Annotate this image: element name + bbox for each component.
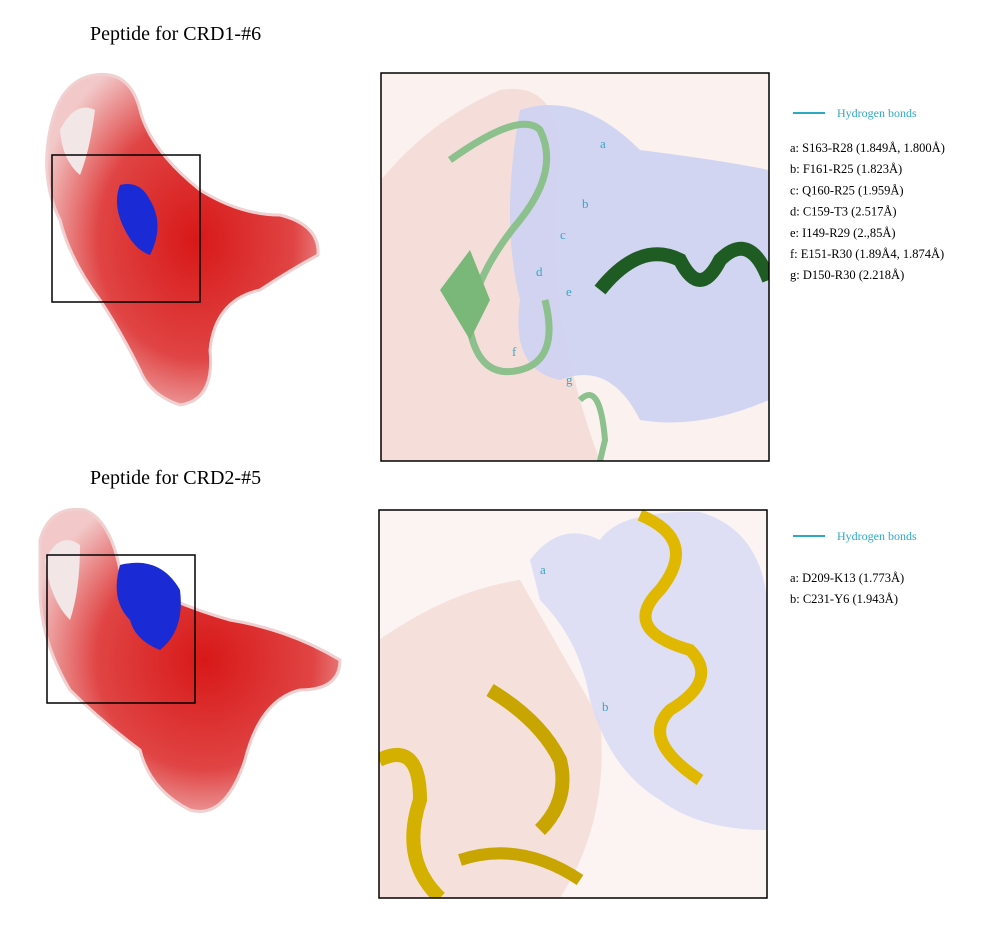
bond-label: e: [566, 284, 572, 299]
bond-entry: b: C231-Y6 (1.943Å): [790, 592, 898, 606]
bond-entry: a: D209-K13 (1.773Å): [790, 571, 904, 585]
legend-label: Hydrogen bonds: [837, 106, 917, 120]
zoom-frame: [378, 509, 768, 899]
bond-entry: e: I149-R29 (2.,85Å): [790, 226, 896, 240]
legend-label: Hydrogen bonds: [837, 529, 917, 543]
zoom-image: [381, 73, 769, 461]
bond-entry: c: Q160-R25 (1.959Å): [790, 183, 904, 197]
bond-label: f: [512, 344, 517, 359]
zoom-frame: [380, 72, 770, 462]
panel-title: Peptide for CRD2-#5: [90, 467, 261, 489]
bond-label: d: [536, 264, 543, 279]
bond-entry: f: E151-R30 (1.89Å4, 1.874Å): [790, 247, 944, 261]
bond-label: a: [600, 136, 606, 151]
bond-entry: g: D150-R30 (2.218Å): [790, 268, 904, 282]
surface-image: [38, 507, 342, 813]
zoom-image: [379, 510, 767, 898]
bond-label: c: [560, 227, 566, 242]
bond-label: b: [602, 699, 609, 714]
bond-label: a: [540, 562, 546, 577]
bond-label: b: [582, 196, 589, 211]
panel-title: Peptide for CRD1-#6: [90, 23, 261, 45]
bond-entry: b: F161-R25 (1.823Å): [790, 162, 902, 176]
surface-image: [45, 72, 320, 407]
bond-label: g: [566, 372, 573, 387]
bond-entry: a: S163-R28 (1.849Å, 1.800Å): [790, 141, 945, 155]
bond-entry: d: C159-T3 (2.517Å): [790, 205, 897, 219]
